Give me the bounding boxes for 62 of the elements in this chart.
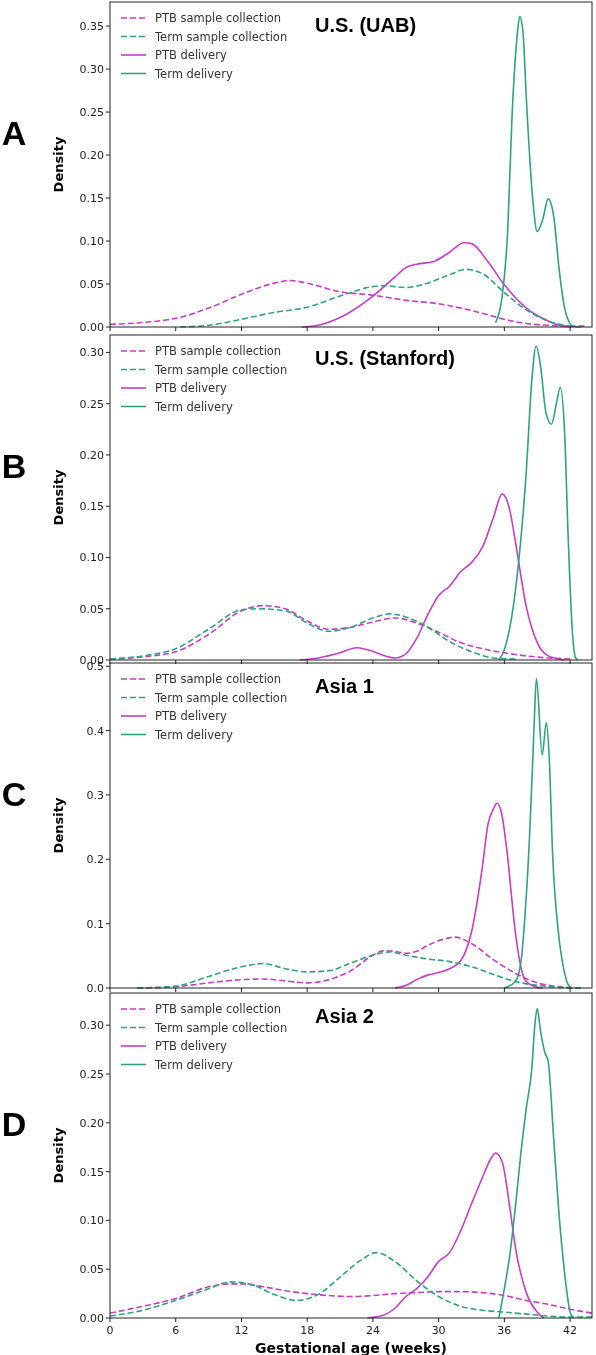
text: C xyxy=(1,774,27,813)
legend-label: Term sample collection xyxy=(154,29,288,44)
y-tick-label: 0.30 xyxy=(79,63,104,77)
x-tick-label: 24 xyxy=(365,1324,380,1337)
y-tick-label: 0.25 xyxy=(79,397,104,411)
legend-label: Term sample collection xyxy=(154,362,288,377)
y-tick-label: 0.1 xyxy=(86,917,104,931)
y-tick-label: 0.35 xyxy=(79,20,104,34)
y-tick-label: 0.15 xyxy=(79,1165,104,1179)
y-tick-label: 0.10 xyxy=(79,551,104,565)
y-tick-label: 0.15 xyxy=(79,192,104,206)
x-tick-label: 6 xyxy=(172,1324,180,1337)
x-tick-label: 30 xyxy=(431,1324,446,1337)
legend-label: Term delivery xyxy=(154,1057,233,1072)
x-tick-label: 36 xyxy=(497,1324,512,1337)
text: Asia 1 xyxy=(315,675,374,697)
y-tick-label: 0.10 xyxy=(79,235,104,249)
x-tick-label: 12 xyxy=(234,1324,249,1337)
legend-label: PTB sample collection xyxy=(155,672,282,686)
x-tick-label: 0 xyxy=(106,1324,114,1337)
y-tick-label: 0.15 xyxy=(79,500,104,514)
y-tick-label: 0.05 xyxy=(79,1263,104,1277)
y-tick-label: 0.05 xyxy=(79,602,104,616)
y-tick-label: 0.25 xyxy=(79,106,104,120)
y-axis-title: Density xyxy=(51,469,66,526)
y-tick-label: 0.00 xyxy=(79,321,104,334)
text: U.S. (UAB) xyxy=(315,14,417,36)
text: D xyxy=(1,1104,27,1143)
y-tick-label: 0.05 xyxy=(79,278,104,292)
text: A xyxy=(1,113,27,152)
text: Asia 2 xyxy=(315,1005,374,1027)
y-tick-label: 0.3 xyxy=(86,788,104,802)
y-tick-label: 0.10 xyxy=(79,1214,104,1228)
y-tick-label: 0.4 xyxy=(86,724,104,738)
legend-label: PTB delivery xyxy=(155,1039,227,1053)
legend-label: PTB sample collection xyxy=(155,1002,282,1016)
y-tick-label: 0.25 xyxy=(79,1068,104,1082)
text: B xyxy=(1,446,27,485)
legend-label: PTB delivery xyxy=(155,381,227,395)
y-tick-label: 0.00 xyxy=(79,1312,104,1325)
legend-label: Term delivery xyxy=(154,727,233,742)
legend-label: PTB sample collection xyxy=(155,344,282,358)
legend-label: PTB sample collection xyxy=(155,11,282,25)
legend-label: PTB delivery xyxy=(155,709,227,723)
y-tick-label: 0.20 xyxy=(79,1116,104,1130)
x-tick-label: 18 xyxy=(300,1324,315,1337)
y-axis-title: Density xyxy=(51,797,66,854)
x-tick-label: 42 xyxy=(563,1324,578,1337)
y-tick-label: 0.30 xyxy=(79,346,104,360)
y-axis-title: Density xyxy=(51,136,66,193)
y-axis-title: Density xyxy=(51,1127,66,1184)
y-tick-label: 0.2 xyxy=(86,853,104,867)
legend-label: Term sample collection xyxy=(154,690,288,705)
legend-label: Term delivery xyxy=(154,399,233,414)
y-tick-label: 0.0 xyxy=(86,982,104,995)
legend-label: Term sample collection xyxy=(154,1020,288,1035)
y-tick-label: 0.20 xyxy=(79,149,104,163)
y-tick-label: 0.30 xyxy=(79,1019,104,1033)
y-tick-label: 0.20 xyxy=(79,448,104,462)
text: U.S. (Stanford) xyxy=(315,347,455,369)
legend-label: PTB delivery xyxy=(155,48,227,62)
legend-label: Term delivery xyxy=(154,66,233,81)
